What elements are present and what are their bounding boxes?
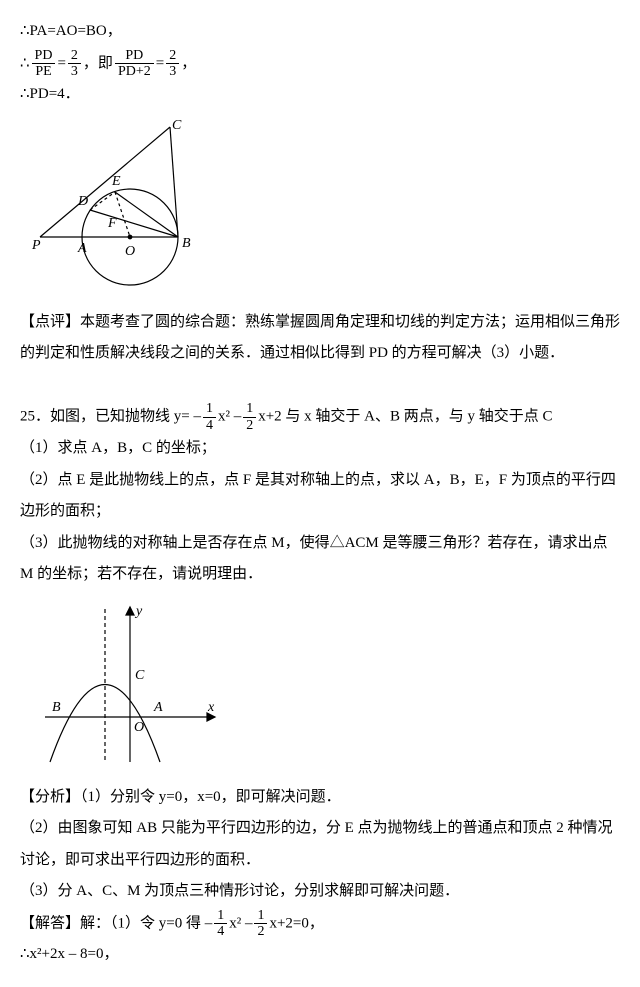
text: ，即 — [83, 55, 113, 71]
eq: = — [57, 55, 65, 71]
label-C: C — [135, 668, 145, 683]
solve-1: 【解答】解：（1）令 y=0 得 –14x² –12x+2=0， — [20, 908, 620, 940]
label-B: B — [182, 236, 191, 251]
label-E: E — [111, 174, 121, 189]
analysis-1: 【分析】（1）分别令 y=0，x=0，即可解决问题． — [20, 782, 620, 814]
label-B: B — [52, 700, 61, 715]
fraction: 14 — [203, 401, 216, 433]
text: x² – — [218, 409, 241, 425]
analysis-2: （2）由图象可知 AB 只能为平行四边形的边，分 E 点为抛物线上的普通点和顶点… — [20, 813, 620, 876]
fraction: 23 — [68, 48, 81, 80]
fraction: 12 — [243, 401, 256, 433]
text: 25．如图，已知抛物线 y= – — [20, 409, 201, 425]
text: ∴ — [20, 55, 30, 71]
text: x+2=0， — [269, 915, 323, 931]
text: x+2 与 x 轴交于 A、B 两点，与 y 轴交于点 C — [258, 409, 552, 425]
label-x: x — [207, 700, 215, 715]
analysis-3: （3）分 A、C、M 为顶点三种情形讨论，分别求解即可解决问题． — [20, 876, 620, 908]
label-P: P — [31, 238, 41, 253]
label-O: O — [125, 244, 135, 259]
fraction: 12 — [254, 908, 267, 940]
q25-part1: （1）求点 A，B，C 的坐标； — [20, 433, 620, 465]
proof-line-3: ∴PD=4． — [20, 79, 620, 111]
fraction: 14 — [214, 908, 227, 940]
q25-part2: （2）点 E 是此抛物线上的点，点 F 是其对称轴上的点，求以 A，B，E，F … — [20, 465, 620, 528]
eq: = — [156, 55, 164, 71]
solve-2: ∴x²+2x – 8=0， — [20, 939, 620, 971]
q25-part3: （3）此抛物线的对称轴上是否存在点 M，使得△ACM 是等腰三角形？若存在，请求… — [20, 528, 620, 591]
fraction: PDPE — [32, 48, 56, 80]
q25-stem: 25．如图，已知抛物线 y= –14x² –12x+2 与 x 轴交于 A、B … — [20, 401, 620, 433]
fraction: 23 — [166, 48, 179, 80]
label-A: A — [77, 241, 87, 256]
label-y: y — [134, 604, 143, 619]
fraction: PDPD+2 — [115, 48, 154, 80]
label-D: D — [77, 194, 88, 209]
text: x² – — [229, 915, 252, 931]
figure-parabola: y x O A B C — [30, 597, 230, 772]
label-O: O — [134, 720, 144, 735]
text: 【解答】解：（1）令 y=0 得 – — [20, 915, 212, 931]
proof-line-2: ∴PDPE=23，即PDPD+2=23， — [20, 48, 620, 80]
label-C: C — [172, 118, 182, 133]
figure-circle-diagram: C E D F P A O B — [30, 117, 220, 297]
proof-line-1: ∴PA=AO=BO， — [20, 16, 620, 48]
label-F: F — [107, 216, 117, 231]
review-text: 【点评】本题考查了圆的综合题：熟练掌握圆周角定理和切线的判定方法；运用相似三角形… — [20, 307, 620, 370]
label-A: A — [153, 700, 163, 715]
text: ， — [181, 55, 196, 71]
